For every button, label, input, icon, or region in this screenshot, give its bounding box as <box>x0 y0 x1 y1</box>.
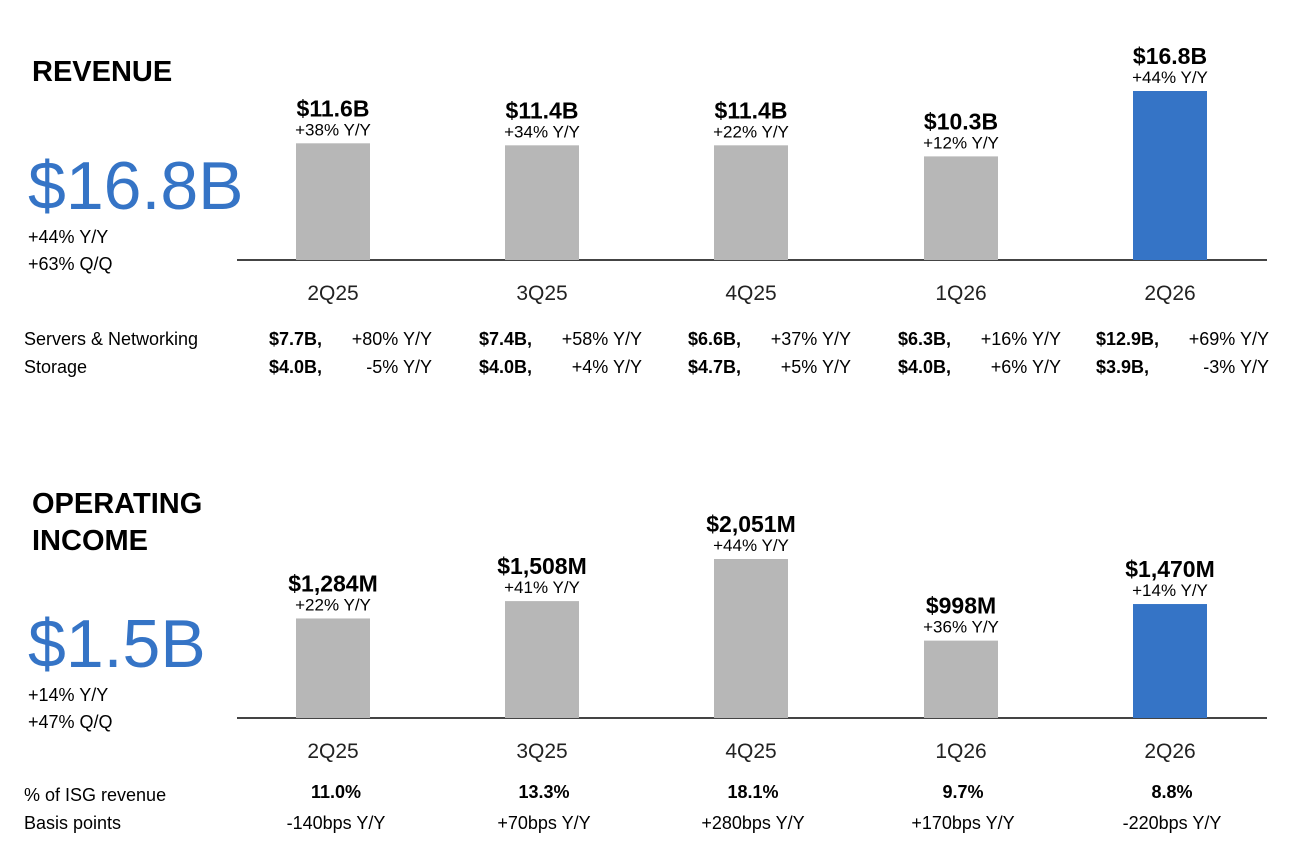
segment-value: $4.0B, <box>269 357 323 377</box>
segment-change: +58% Y/Y <box>561 329 642 349</box>
opinc-category-label: 2Q25 <box>307 740 358 763</box>
servers-networking-label: Servers & Networking <box>24 329 199 349</box>
revenue-qoq: +63% Q/Q <box>28 254 113 274</box>
opinc-bar-2Q26 <box>1133 604 1207 718</box>
pct-isg-revenue-value: 13.3% <box>518 782 570 802</box>
revenue-title: REVENUE <box>32 56 173 88</box>
storage-label: Storage <box>24 357 88 377</box>
segment-change: -5% Y/Y <box>366 357 432 377</box>
revenue-breakdown-cell: $4.0B, +6% Y/Y <box>898 356 1061 378</box>
operating-income-yoy: +14% Y/Y <box>28 685 109 705</box>
operating-income-title-line1: OPERATING <box>32 488 203 520</box>
revenue-yoy-label: +38% Y/Y <box>295 120 371 139</box>
opinc-yoy-label: +14% Y/Y <box>1132 581 1208 600</box>
segment-change: -3% Y/Y <box>1203 357 1269 377</box>
segment-value: $4.0B, <box>479 357 533 377</box>
revenue-value-label: $11.4B <box>506 97 579 123</box>
revenue-yoy: +44% Y/Y <box>28 227 109 247</box>
opinc-yoy-label: +22% Y/Y <box>295 595 371 614</box>
segment-value: $4.7B, <box>688 357 742 377</box>
basis-points-value: +170bps Y/Y <box>911 813 1015 833</box>
opinc-value-label: $1,508M <box>497 553 587 579</box>
opinc-bar-3Q25 <box>505 601 579 718</box>
opinc-category-label: 4Q25 <box>725 740 776 763</box>
opinc-category-label: 2Q26 <box>1144 740 1195 763</box>
revenue-category-label: 3Q25 <box>516 282 567 305</box>
revenue-breakdown-cell: $6.6B, +37% Y/Y <box>688 328 851 350</box>
revenue-bar-3Q25 <box>505 145 579 260</box>
segment-value: $6.3B, <box>898 329 952 349</box>
segment-value: $7.4B, <box>479 329 533 349</box>
revenue-breakdown-cell: $7.4B, +58% Y/Y <box>479 328 642 350</box>
segment-value: $4.0B, <box>898 357 952 377</box>
basis-points-value: +70bps Y/Y <box>497 813 591 833</box>
operating-income-big-value: $1.5B <box>28 606 206 682</box>
revenue-category-label: 1Q26 <box>935 282 986 305</box>
revenue-value-label: $11.4B <box>715 97 788 123</box>
segment-change: +69% Y/Y <box>1188 329 1269 349</box>
opinc-yoy-label: +41% Y/Y <box>504 578 580 597</box>
revenue-value-label: $10.3B <box>924 108 998 134</box>
segment-change: +80% Y/Y <box>351 329 432 349</box>
opinc-value-label: $1,470M <box>1125 556 1215 582</box>
revenue-breakdown-cell: $3.9B, -3% Y/Y <box>1096 356 1269 378</box>
opinc-bar-2Q25 <box>296 618 370 718</box>
basis-points-value: +280bps Y/Y <box>701 813 805 833</box>
pct-isg-revenue-value: 8.8% <box>1151 782 1193 802</box>
basis-points-label: Basis points <box>24 813 122 833</box>
basis-points-value: -220bps Y/Y <box>1122 813 1222 833</box>
segment-change: +4% Y/Y <box>571 357 642 377</box>
segment-change: +37% Y/Y <box>770 329 851 349</box>
segment-value: $12.9B, <box>1096 329 1160 349</box>
operating-income-title-line2: INCOME <box>32 525 148 557</box>
revenue-category-label: 2Q26 <box>1144 282 1195 305</box>
pct-isg-revenue-value: 9.7% <box>942 782 984 802</box>
revenue-yoy-label: +22% Y/Y <box>713 122 789 141</box>
basis-points-value: -140bps Y/Y <box>286 813 386 833</box>
pct-isg-revenue-value: 11.0% <box>310 782 362 802</box>
revenue-bar-2Q25 <box>296 143 370 260</box>
revenue-yoy-label: +34% Y/Y <box>504 122 580 141</box>
segment-value: $6.6B, <box>688 329 742 349</box>
revenue-yoy-label: +12% Y/Y <box>923 133 999 152</box>
opinc-bar-1Q26 <box>924 640 998 718</box>
pct-isg-revenue-value: 18.1% <box>727 782 779 802</box>
segment-value: $7.7B, <box>269 329 323 349</box>
opinc-value-label: $1,284M <box>288 570 378 596</box>
segment-change: +6% Y/Y <box>990 357 1061 377</box>
operating-income-bar-chart: $1,284M+22% Y/Y 2Q25 $1,508M+41% Y/Y 3Q25 $2… <box>237 511 1267 763</box>
opinc-category-label: 3Q25 <box>516 740 567 763</box>
opinc-category-label: 1Q26 <box>935 740 986 763</box>
opinc-yoy-label: +36% Y/Y <box>923 618 999 637</box>
revenue-breakdown-cell: $7.7B, +80% Y/Y <box>269 328 432 350</box>
operating-income-qoq: +47% Q/Q <box>28 712 113 732</box>
opinc-value-label: $998M <box>926 593 996 619</box>
revenue-breakdown-cell: $4.0B, -5% Y/Y <box>269 356 432 378</box>
segment-change: +16% Y/Y <box>980 329 1061 349</box>
revenue-big-value: $16.8B <box>28 148 244 224</box>
revenue-breakdown-cell: $6.3B, +16% Y/Y <box>898 328 1061 350</box>
segment-change: +5% Y/Y <box>780 357 851 377</box>
opinc-bar-4Q25 <box>714 559 788 718</box>
opinc-yoy-label: +44% Y/Y <box>713 536 789 555</box>
revenue-bar-1Q26 <box>924 156 998 260</box>
revenue-yoy-label: +44% Y/Y <box>1132 68 1208 87</box>
revenue-value-label: $16.8B <box>1133 43 1207 69</box>
revenue-bar-4Q25 <box>714 145 788 260</box>
revenue-category-label: 2Q25 <box>307 282 358 305</box>
revenue-breakdown-cell: $4.7B, +5% Y/Y <box>688 356 851 378</box>
revenue-breakdown-cell: $12.9B, +69% Y/Y <box>1096 328 1269 350</box>
segment-value: $3.9B, <box>1096 357 1150 377</box>
revenue-category-label: 4Q25 <box>725 282 776 305</box>
revenue-bar-2Q26 <box>1133 91 1207 260</box>
revenue-breakdown-cell: $4.0B, +4% Y/Y <box>479 356 642 378</box>
pct-isg-revenue-label: % of ISG revenue <box>24 785 167 805</box>
opinc-value-label: $2,051M <box>706 511 796 537</box>
revenue-value-label: $11.6B <box>297 95 370 121</box>
